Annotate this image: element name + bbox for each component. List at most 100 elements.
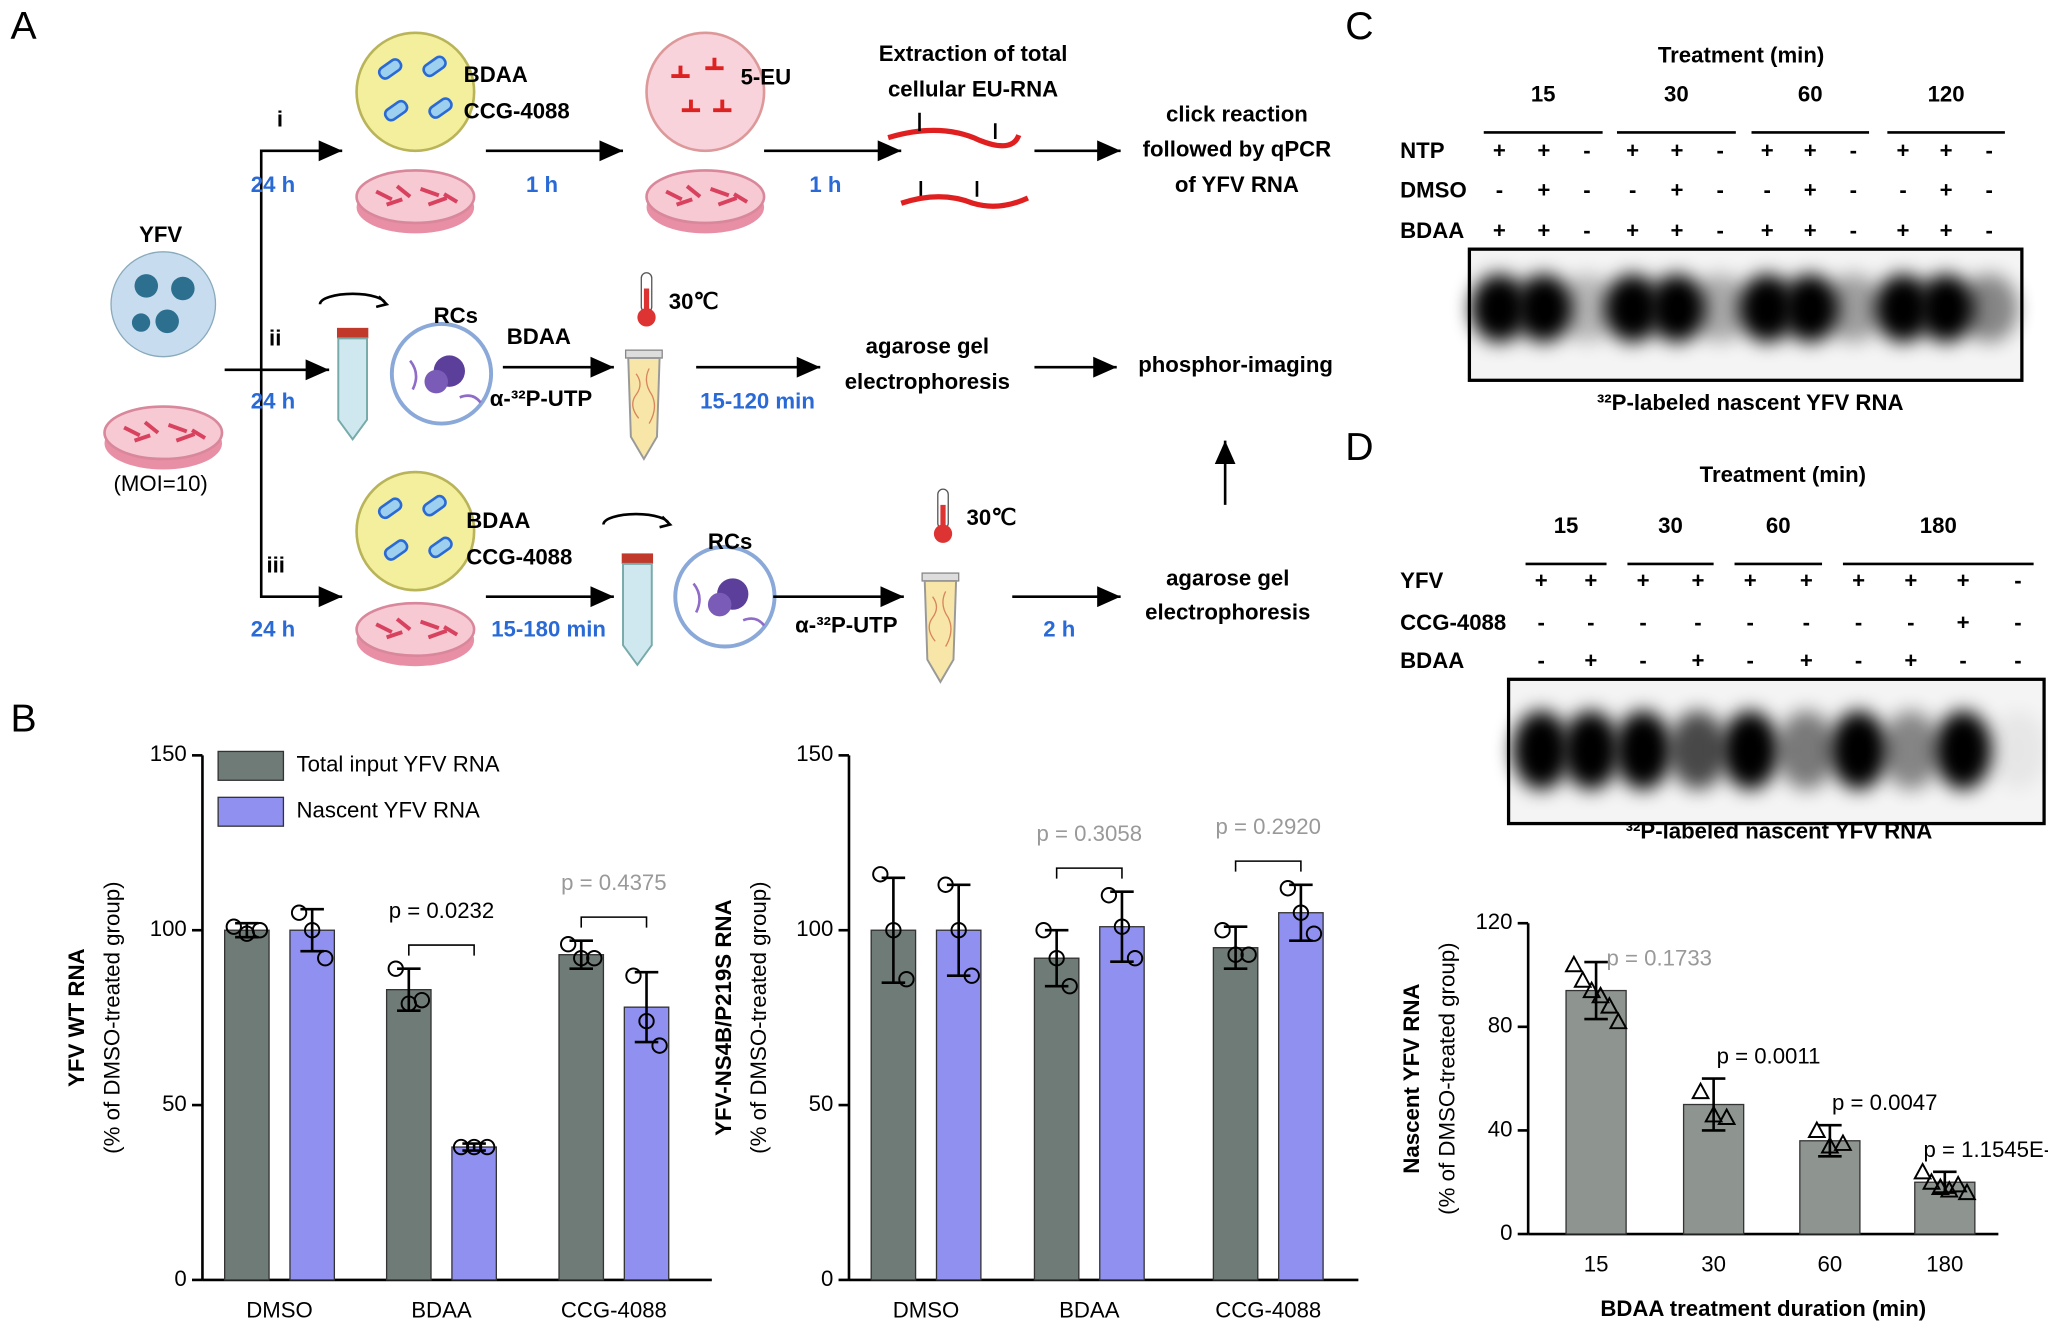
panel-label: A [10,4,37,48]
data-point [651,1037,668,1054]
gel-band [1989,710,2047,790]
time: 2 h [1043,617,1075,642]
gel-sign: - [1850,138,1857,163]
x-tick-label: 60 [1818,1251,1843,1276]
data-point [1214,922,1231,939]
gel-sign: - [1629,177,1636,202]
data-point [625,967,642,984]
gel-sign: + [1744,568,1757,593]
y-axis-label: (% of DMSO-treated group) [100,881,125,1153]
x-tick-label: BDAA [411,1297,472,1322]
label: BDAA [464,62,528,87]
gel-sign: - [1850,177,1857,202]
gel-band [1648,274,1706,343]
data-point [1691,1081,1711,1100]
label: (MOI=10) [113,471,207,496]
y-tick-label: 120 [1475,909,1512,934]
gel-sign: - [1763,177,1770,202]
gel-sign: + [1852,568,1865,593]
data-point [1035,922,1052,939]
gel-sign: - [2014,610,2021,635]
gel-band [1824,274,1883,343]
gel-sign: + [1626,138,1639,163]
legend-label: Total input YFV RNA [296,752,499,777]
data-point [586,949,603,967]
x-tick-label: DMSO [893,1297,960,1322]
data-point [290,904,308,921]
gel-group: 15 [1531,82,1556,107]
tube [624,349,664,460]
y-tick-label: 150 [150,741,187,766]
data-point [1717,1107,1737,1126]
bar [1033,957,1080,1281]
bar [223,929,270,1281]
label: RCs [434,303,478,328]
legend-label: Nascent YFV RNA [296,798,480,823]
virus-icon [110,251,217,358]
y-tick-label: 50 [809,1091,834,1116]
gel-sign: - [1747,610,1754,635]
label: α-³²P-UTP [490,386,593,411]
data-point [937,876,954,893]
gel-band [1738,274,1796,343]
gel-sign: + [1691,568,1704,593]
data-point [1582,980,1602,999]
gel-band [1960,274,2018,343]
bar [1565,989,1627,1235]
data-point [413,991,431,1009]
gel-sign: + [1637,568,1650,593]
data-point [1922,1172,1941,1190]
panel-label: D [1345,425,1373,469]
drug-icon [355,470,476,592]
virus-particles [131,274,195,334]
gel-caption: ³²P-labeled nascent YFV RNA [1626,819,1933,844]
gel-sign: - [1850,218,1857,243]
label: Extraction of total [879,41,1068,66]
p-value: p = 1.1545E-10 [1923,1137,2048,1162]
gel-sign: + [1761,218,1774,243]
gel-sign: + [1940,218,1953,243]
y-axis-label: Nascent YFV RNA [1399,983,1424,1173]
time: 24 h [251,617,295,642]
gel-band [1515,274,1573,343]
y-tick-label: 150 [796,741,833,766]
data-point [1292,904,1310,921]
bar [935,929,982,1281]
gel-row-label: YFV [1400,568,1443,593]
gel-sign: + [1584,648,1597,673]
label: electrophoresis [845,369,1010,394]
y-axis-label: (% of DMSO-treated group) [1434,942,1459,1214]
y-tick-label: 80 [1488,1013,1513,1038]
rc-icon [673,544,777,649]
gel-band [1874,274,1932,343]
gel-sign: - [1538,648,1545,673]
bar [870,929,917,1281]
thermometer [636,272,657,328]
panel-label: B [10,697,36,741]
panel-label: C [1345,4,1373,48]
gel-band [1669,710,1727,790]
data-point [1305,925,1323,942]
gel-band [1470,274,1529,343]
x-tick-label: BDAA [1059,1297,1120,1322]
gel-sign: + [1897,218,1910,243]
gel-sign: - [1959,648,1966,673]
data-point [251,922,269,939]
y-tick-label: 0 [821,1266,833,1291]
gel-row-label: BDAA [1400,218,1464,243]
data-point [1807,1120,1827,1138]
data-point [1608,1011,1628,1030]
label: agarose gel [1166,565,1289,590]
data-point [1061,977,1078,995]
label: click reaction [1166,101,1308,126]
bar [558,954,605,1281]
tube [335,326,370,441]
data-point [1957,1182,1977,1201]
label: 5-EU [741,65,792,90]
gel-sign: - [1986,177,1993,202]
data-point [1048,949,1065,967]
eu-icon [671,57,732,113]
gel-sign: + [1904,568,1917,593]
gel-band [1614,710,1672,790]
data-point [1599,996,1619,1014]
